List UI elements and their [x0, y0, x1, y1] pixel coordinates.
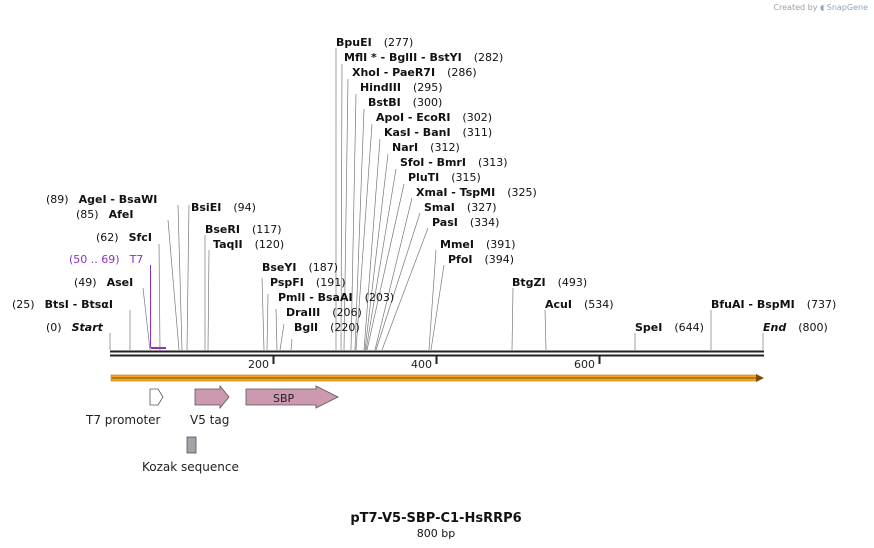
site-label-btgzi[interactable]: BtgZI (493): [512, 276, 587, 289]
feature-v5-tag[interactable]: V5 tag: [190, 384, 230, 427]
snapgene-logo-icon: ◖: [819, 3, 825, 12]
kozak-box-icon: [186, 436, 197, 454]
site-label-draiii[interactable]: DraIII (206): [286, 306, 362, 319]
t7-primer[interactable]: [150, 265, 167, 349]
site-label-bsiei[interactable]: BsiEI (94): [191, 201, 256, 214]
site-label-acui[interactable]: AcuI (534): [545, 298, 614, 311]
restriction-sites: BpuEI (277) MflI * - BglII - BstYI (282) X…: [12, 36, 836, 334]
plasmid-size: 800 bp: [417, 527, 455, 540]
feature-label-t7-promoter: T7 promoter: [85, 413, 161, 427]
v5-tag-arrow-icon: [194, 384, 230, 410]
site-label-mmei[interactable]: MmeI (391): [440, 238, 516, 251]
site-label-mfli[interactable]: MflI * - BglII - BstYI (282): [344, 51, 503, 64]
site-label-bstbi[interactable]: BstBI (300): [368, 96, 442, 109]
primer-label-t7[interactable]: (50 .. 69) T7: [69, 253, 143, 266]
site-label-bfuai[interactable]: BfuAI - BspMI (737): [711, 298, 836, 311]
site-label-bpuei[interactable]: BpuEI (277): [336, 36, 413, 49]
brand-watermark: Created by ◖ SnapGene: [773, 3, 868, 12]
feature-sbp[interactable]: SBP: [245, 385, 339, 409]
site-label-pmli[interactable]: PmlI - BsaAI (203): [278, 291, 394, 304]
ruler-label: 200: [248, 358, 269, 371]
site-label-sfoi[interactable]: SfoI - BmrI (313): [400, 156, 508, 169]
ruler-label: 400: [411, 358, 432, 371]
brand-created-by: Created by: [773, 3, 818, 12]
feature-label-v5-tag: V5 tag: [190, 413, 229, 427]
site-label-apoi[interactable]: ApoI - EcoRI (302): [376, 111, 492, 124]
dna-backbone[interactable]: [110, 350, 764, 357]
site-label-btsi[interactable]: (25) BtsI - BtsαI: [12, 298, 113, 311]
site-label-pfoi[interactable]: PfoI (394): [448, 253, 514, 266]
site-label-bgli[interactable]: BglI (220): [294, 321, 360, 334]
site-label-agei[interactable]: (89) AgeI - BsaWI: [46, 193, 157, 206]
site-label-kasi[interactable]: KasI - BanI (311): [384, 126, 492, 139]
site-label-hindiii[interactable]: HindIII (295): [360, 81, 443, 94]
site-label-smai[interactable]: SmaI (327): [424, 201, 497, 214]
t7-promoter-arrow-icon: [149, 388, 164, 406]
site-label-asei[interactable]: (49) AseI: [74, 276, 133, 289]
site-label-end[interactable]: End (800): [763, 321, 828, 334]
site-label-sfci[interactable]: (62) SfcI: [96, 231, 152, 244]
site-label-pspfi[interactable]: PspFI (191): [270, 276, 346, 289]
site-label-xmai[interactable]: XmaI - TspMI (325): [416, 186, 537, 199]
feature-kozak[interactable]: Kozak sequence: [142, 436, 239, 474]
feature-label-kozak: Kozak sequence: [142, 460, 239, 474]
site-label-bseri[interactable]: BseRI (117): [205, 223, 282, 236]
site-label-spei[interactable]: SpeI (644): [635, 321, 704, 334]
features: T7 promoter V5 tag SBP Kozak sequence: [85, 384, 339, 474]
ruler: 200 400 600: [248, 356, 601, 371]
site-label-xhoi[interactable]: XhoI - PaeR7I (286): [352, 66, 477, 79]
site-label-nari[interactable]: NarI (312): [392, 141, 460, 154]
feature-t7-promoter[interactable]: T7 promoter: [85, 388, 164, 427]
brand-product: SnapGene: [826, 3, 868, 12]
site-label-taqii[interactable]: TaqII (120): [213, 238, 284, 251]
sbp-arrow-icon: [245, 385, 339, 409]
site-label-start[interactable]: (0) Start: [46, 321, 104, 334]
site-label-bseyi[interactable]: BseYI (187): [262, 261, 338, 274]
feature-label-sbp: SBP: [273, 392, 295, 405]
site-label-pluti[interactable]: PluTI (315): [408, 171, 481, 184]
site-connectors: [109, 48, 764, 351]
site-label-afei[interactable]: (85) AfeI: [76, 208, 133, 221]
site-label-pasi[interactable]: PasI (334): [432, 216, 499, 229]
orf-arrow[interactable]: [110, 374, 764, 382]
ruler-label: 600: [574, 358, 595, 371]
plasmid-name: pT7-V5-SBP-C1-HsRRP6: [350, 511, 521, 526]
